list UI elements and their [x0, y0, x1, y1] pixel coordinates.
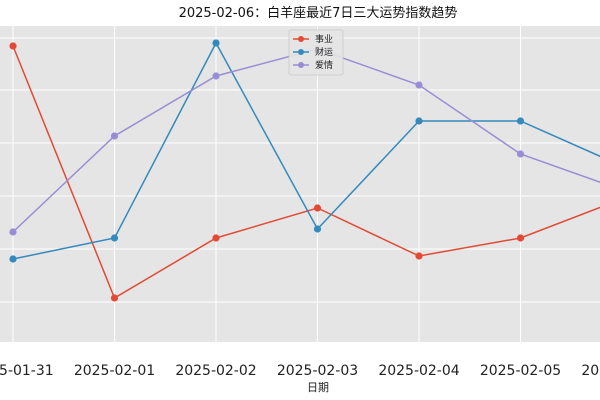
chart-title: 2025-02-06：白羊座最近7日三大运势指数趋势 — [179, 5, 458, 21]
x-tick-label: 2025-02-03 — [277, 363, 358, 379]
legend-marker — [298, 49, 304, 55]
legend-label: 爱情 — [315, 59, 333, 71]
data-point — [313, 204, 322, 212]
data-point — [9, 228, 17, 236]
legend-label: 财运 — [315, 46, 333, 58]
x-tick-label: 2025-02-04 — [378, 363, 459, 379]
data-point — [212, 72, 220, 80]
data-point — [110, 132, 119, 140]
data-point — [110, 234, 119, 242]
series-1 — [9, 39, 600, 263]
x-tick-label: 2025-02-01 — [74, 363, 155, 379]
series-0 — [9, 42, 600, 302]
legend-marker — [298, 36, 304, 42]
data-point — [415, 117, 423, 125]
data-point — [415, 81, 423, 89]
data-point — [516, 234, 525, 242]
legend-marker — [298, 62, 304, 68]
legend-label: 事业 — [315, 33, 333, 45]
data-point — [9, 42, 17, 50]
x-tick-label: 2025-02-02 — [175, 363, 256, 379]
data-point — [415, 252, 423, 260]
x-tick-labels: 2025-01-31 2025-02-01 2025-02-02 2025-02-03… — [0, 363, 600, 379]
legend-item: 爱情 — [293, 59, 333, 71]
data-point — [212, 234, 220, 242]
data-point — [516, 150, 525, 158]
x-tick-label: 2025-02-06 — [581, 363, 600, 379]
data-point — [516, 117, 525, 125]
x-tick-label: 2025-01-31 — [0, 363, 54, 379]
data-point — [313, 225, 322, 233]
legend-item: 事业 — [293, 33, 333, 45]
x-tick-label: 2025-02-05 — [480, 363, 561, 379]
data-point — [110, 294, 119, 302]
data-point — [9, 255, 17, 263]
plot-area — [0, 26, 600, 342]
legend-item: 财运 — [293, 46, 333, 58]
data-point — [212, 39, 220, 47]
x-axis-label: 日期 — [307, 381, 329, 394]
